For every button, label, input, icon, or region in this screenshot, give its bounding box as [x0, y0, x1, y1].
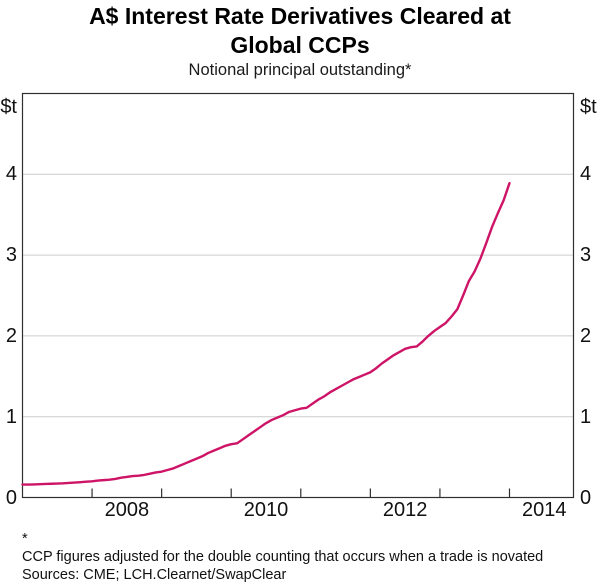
y-axis-label-right-1: 1 — [580, 405, 592, 428]
footnote-marker: * — [22, 531, 28, 547]
footnote: * CCP figures adjusted for the double cou… — [22, 530, 592, 566]
axis-unit-label-right: $t — [580, 96, 597, 118]
x-axis-label-2008: 2008 — [104, 499, 150, 521]
y-axis-label-left-3: 3 — [5, 244, 17, 267]
y-axis-label-left-4: 4 — [5, 163, 17, 186]
axis-unit-label-left: $t — [0, 96, 17, 118]
data-line-series — [21, 181, 511, 486]
y-axis-label-right-3: 3 — [580, 244, 592, 267]
chart-title-line2: Global CCPs — [230, 32, 370, 58]
y-axis-label-left-2: 2 — [5, 324, 17, 347]
y-axis-label-right-2: 2 — [580, 324, 592, 347]
x-axis-label-2012: 2012 — [382, 499, 428, 521]
y-axis-label-right-4: 4 — [580, 163, 592, 186]
x-axis-label-2014: 2014 — [522, 499, 567, 521]
sources-line: Sources: CME; LCH.Clearnet/SwapClear — [22, 567, 287, 583]
y-axis-label-right-0: 0 — [580, 486, 592, 509]
chart-subtitle: Notional principal outstanding* — [188, 61, 412, 79]
chart-title: A$ Interest Rate Derivatives Cleared at … — [0, 2, 600, 60]
plot-frame — [21, 92, 575, 499]
x-axis-label-2010: 2010 — [243, 499, 289, 521]
y-axis-label-left-0: 0 — [5, 486, 17, 509]
footnote-text: CCP figures adjusted for the double coun… — [22, 549, 544, 565]
y-axis-label-left-1: 1 — [5, 405, 17, 428]
chart-title-line1: A$ Interest Rate Derivatives Cleared at — [89, 3, 511, 29]
